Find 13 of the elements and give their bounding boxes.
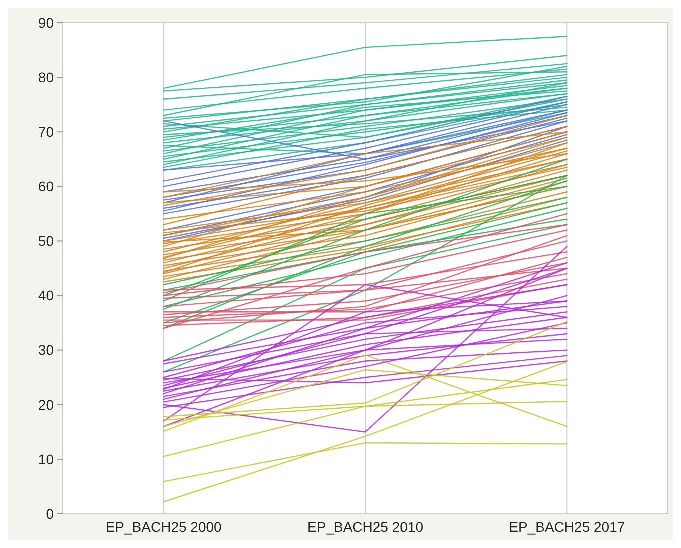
y-tick-label: 60: [38, 178, 54, 195]
x-tick-label: EP_BACH25 2010: [308, 519, 424, 535]
y-tick-label: 70: [38, 124, 54, 140]
y-tick-label: 80: [38, 69, 54, 86]
y-tick-label: 10: [38, 451, 54, 468]
y-tick-label: 50: [38, 233, 54, 250]
y-tick-label: 20: [38, 396, 54, 413]
y-tick-label: 0: [46, 506, 54, 522]
x-tick-label: EP_BACH25 2017: [509, 519, 626, 535]
y-tick-label: 90: [38, 14, 54, 31]
x-tick-label: EP_BACH25 2000: [106, 519, 222, 535]
y-tick-label: 30: [38, 342, 54, 358]
y-tick-label: 40: [38, 288, 54, 304]
